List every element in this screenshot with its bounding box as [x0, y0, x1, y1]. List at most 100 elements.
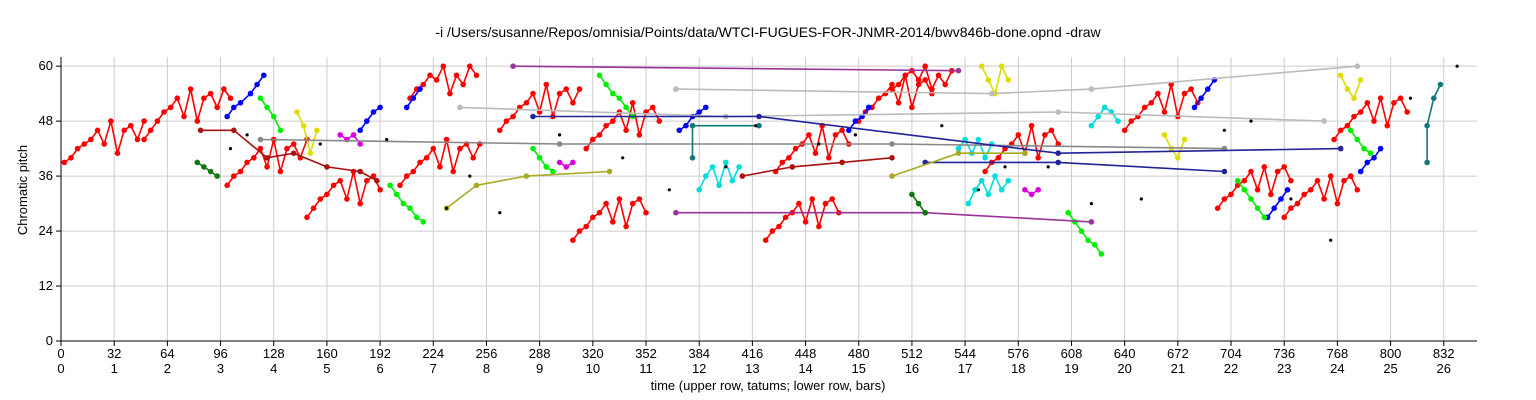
data-point	[467, 63, 473, 69]
data-point	[294, 109, 300, 115]
data-point	[1274, 168, 1281, 175]
data-point	[314, 127, 320, 134]
series-line	[143, 87, 232, 140]
data-point	[510, 63, 516, 69]
data-point	[556, 159, 563, 166]
series-10	[772, 122, 852, 175]
data-point	[1371, 118, 1377, 124]
data-point	[1241, 177, 1248, 184]
series-line	[532, 148, 554, 173]
data-point	[942, 81, 948, 88]
data-point	[187, 86, 194, 92]
data-point	[147, 127, 154, 134]
data-point	[1035, 187, 1041, 193]
series-45	[739, 155, 895, 179]
data-point	[357, 141, 364, 147]
data-point	[1046, 165, 1050, 169]
data-point	[357, 168, 364, 175]
data-point	[1003, 165, 1007, 169]
data-point	[1334, 200, 1341, 207]
x-tick-label-bar: 13	[745, 361, 759, 376]
data-point	[955, 145, 962, 152]
data-point	[350, 132, 357, 138]
data-point	[1344, 122, 1351, 129]
series-58	[909, 191, 928, 216]
x-tick-label-tatum: 352	[635, 346, 657, 361]
data-point	[709, 164, 716, 170]
x-tick-label-bar: 18	[1011, 361, 1025, 376]
data-point	[606, 168, 613, 175]
x-tick-label-tatum: 576	[1007, 346, 1029, 361]
data-point	[194, 159, 201, 166]
data-point	[417, 86, 423, 92]
data-point	[853, 133, 858, 137]
x-tick-label-bar: 1	[111, 361, 118, 376]
x-tick-label-bar: 19	[1064, 361, 1078, 376]
data-point	[1424, 122, 1430, 129]
series-line	[1266, 189, 1289, 218]
x-tick-label-bar: 4	[270, 361, 277, 376]
data-point	[1048, 127, 1055, 134]
y-axis-label: Chromatic pitch	[15, 145, 30, 235]
data-point	[802, 219, 809, 225]
x-tick-label-tatum: 512	[901, 346, 923, 361]
data-point	[261, 72, 267, 79]
data-point	[623, 223, 629, 230]
data-point	[629, 200, 636, 207]
data-point	[457, 145, 463, 152]
data-point	[324, 164, 330, 170]
series-17	[1331, 95, 1410, 143]
data-point	[214, 173, 220, 179]
series-42	[1161, 132, 1188, 161]
data-point	[1278, 196, 1284, 202]
data-point	[703, 173, 709, 179]
data-point	[181, 113, 187, 120]
data-point	[1072, 219, 1078, 225]
data-point	[829, 196, 835, 202]
x-tick-label-tatum: 640	[1114, 346, 1136, 361]
data-point	[754, 124, 758, 128]
series-19	[403, 86, 423, 111]
series-line	[675, 211, 1092, 223]
data-point	[1254, 205, 1261, 211]
data-point	[201, 164, 207, 170]
data-point	[264, 104, 270, 111]
x-tick-label-tatum: 544	[954, 346, 976, 361]
data-point	[154, 118, 161, 124]
data-point	[1301, 191, 1307, 198]
x-tick-label-tatum: 32	[107, 346, 121, 361]
data-point	[364, 118, 370, 124]
series-31	[1234, 177, 1268, 221]
series-37	[965, 173, 1012, 207]
data-point	[1314, 177, 1321, 184]
data-point	[1364, 159, 1371, 166]
data-point	[251, 155, 257, 161]
data-point	[965, 200, 972, 207]
data-point	[357, 127, 364, 134]
data-point	[1214, 205, 1221, 211]
data-point	[1331, 136, 1337, 143]
series-line	[1283, 172, 1359, 218]
data-point	[756, 113, 762, 120]
x-tick-label-bar: 5	[323, 361, 330, 376]
data-point	[310, 205, 317, 211]
data-point	[839, 159, 845, 166]
data-point	[623, 104, 629, 111]
series-44	[197, 127, 380, 184]
data-point	[1329, 238, 1333, 242]
data-point	[1249, 119, 1253, 123]
x-tick-label-bar: 12	[692, 361, 706, 376]
data-point	[590, 136, 596, 143]
data-point	[300, 122, 307, 129]
x-tick-label-bar: 20	[1117, 361, 1131, 376]
grid-layer	[60, 57, 1477, 342]
data-point	[576, 228, 583, 234]
data-point	[889, 173, 895, 179]
series-35	[1022, 187, 1041, 198]
data-point	[387, 182, 393, 189]
data-point	[304, 214, 310, 221]
x-tick-label-bar: 24	[1330, 361, 1344, 376]
x-tick-label-tatum: 672	[1167, 346, 1189, 361]
data-point	[221, 86, 227, 92]
